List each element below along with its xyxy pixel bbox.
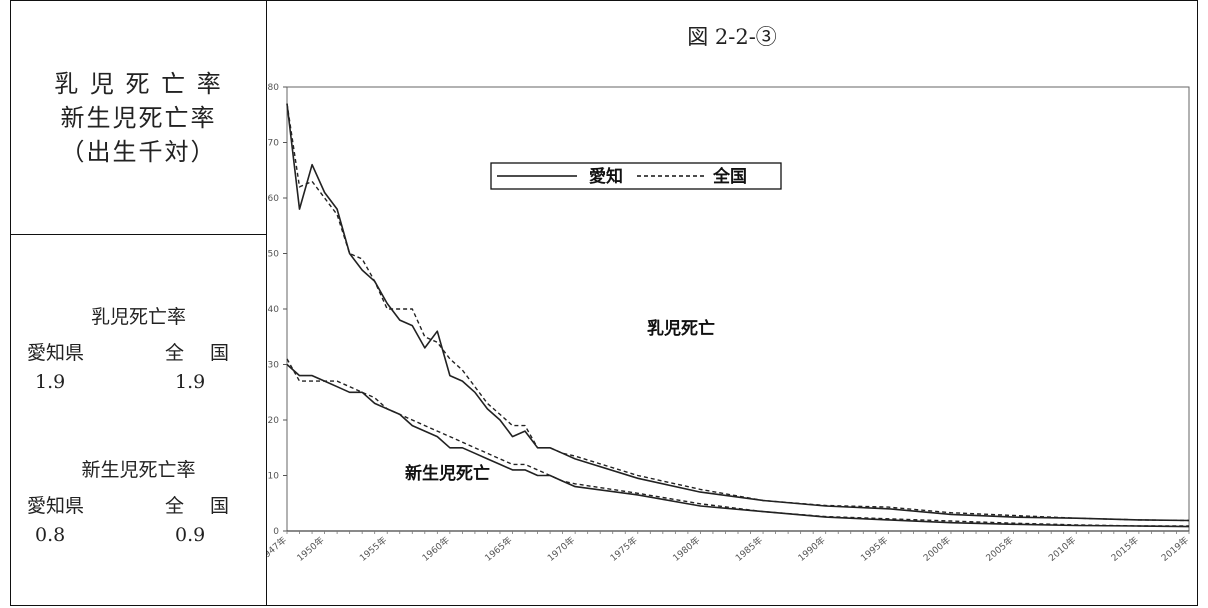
- infant-mortality-annotation: 乳児死亡: [647, 318, 715, 339]
- neonatal-rate-title: 新生児死亡率: [81, 459, 196, 481]
- chart-panel: 図 2-2-③ 0 10 20 30 40 50 60 70 80 1947年 1950年 1955年…: [267, 1, 1197, 605]
- x-tick-label: 1980年: [670, 534, 702, 564]
- x-tick-label: 2015年: [1109, 534, 1141, 564]
- x-tick-label: 2000年: [921, 534, 953, 564]
- heading-infant-mortality: 乳 児 死 亡 率: [54, 69, 223, 98]
- y-tick-label: 60: [268, 194, 280, 204]
- infant-aichi-label: 愛知県: [27, 342, 85, 364]
- mortality-line-chart: 0 10 20 30 40 50 60 70 80 1947年 1950年 1955年 1960年 196…: [267, 83, 1191, 564]
- y-tick-label: 30: [268, 361, 280, 371]
- figure-title: 図 2-2-③: [687, 25, 777, 49]
- y-tick-label: 20: [268, 416, 280, 426]
- x-tick-label: 1947年: [267, 534, 289, 564]
- infant-national-label: 全 国: [165, 342, 240, 364]
- x-tick-label: 2019年: [1159, 534, 1191, 564]
- heading-per-thousand-births: （出生千対）: [60, 137, 217, 166]
- legend-national-label: 全国: [712, 166, 747, 187]
- figure-frame: 乳 児 死 亡 率 新生児死亡率 （出生千対） 乳児死亡率 愛知県 全 国 1.…: [10, 0, 1198, 606]
- y-tick-label: 0: [273, 527, 279, 537]
- x-tick-label: 1985年: [733, 534, 765, 564]
- neonatal-aichi-label: 愛知県: [27, 495, 85, 517]
- y-tick-label: 70: [268, 139, 280, 149]
- x-tick-label: 1960年: [420, 534, 452, 564]
- infant-aichi-line: [286, 103, 1190, 522]
- x-tick-label: 1990年: [795, 534, 827, 564]
- neonatal-aichi-line: [286, 363, 1190, 528]
- neonatal-mortality-annotation: 新生児死亡: [405, 463, 490, 484]
- infant-rate-title: 乳児死亡率: [90, 306, 186, 328]
- y-tick-label: 10: [268, 472, 280, 482]
- y-tick-label: 40: [268, 305, 280, 315]
- neonatal-national-label: 全 国: [165, 495, 240, 517]
- x-tick-label: 1955年: [357, 534, 389, 564]
- x-tick-label: 1950年: [294, 534, 326, 564]
- neonatal-aichi-value: 0.8: [35, 524, 66, 546]
- x-tick-label: 1970年: [545, 534, 577, 564]
- x-tick-label: 2005年: [983, 534, 1015, 564]
- x-tick-label: 1975年: [608, 534, 640, 564]
- neonatal-national-value: 0.9: [175, 524, 206, 546]
- heading-neonatal-mortality: 新生児死亡率: [60, 103, 217, 132]
- infant-national-value: 1.9: [175, 371, 206, 393]
- legend-aichi-label: 愛知: [589, 166, 623, 187]
- y-tick-label: 80: [268, 83, 280, 93]
- chart-heading-cell: 乳 児 死 亡 率 新生児死亡率 （出生千対）: [11, 1, 266, 235]
- neonatal-national-line: [286, 358, 1189, 527]
- left-info-column: 乳 児 死 亡 率 新生児死亡率 （出生千対） 乳児死亡率 愛知県 全 国 1.…: [11, 1, 267, 605]
- infant-aichi-value: 1.9: [35, 371, 66, 393]
- x-tick-label: 1965年: [482, 534, 514, 564]
- latest-rates-cell: 乳児死亡率 愛知県 全 国 1.9 1.9 新生児死亡率 愛知県 全 国 0.8…: [11, 235, 266, 605]
- x-tick-label: 1995年: [858, 534, 890, 564]
- y-tick-label: 50: [268, 250, 280, 260]
- x-tick-label: 2010年: [1046, 534, 1078, 564]
- infant-national-line: [286, 103, 1190, 522]
